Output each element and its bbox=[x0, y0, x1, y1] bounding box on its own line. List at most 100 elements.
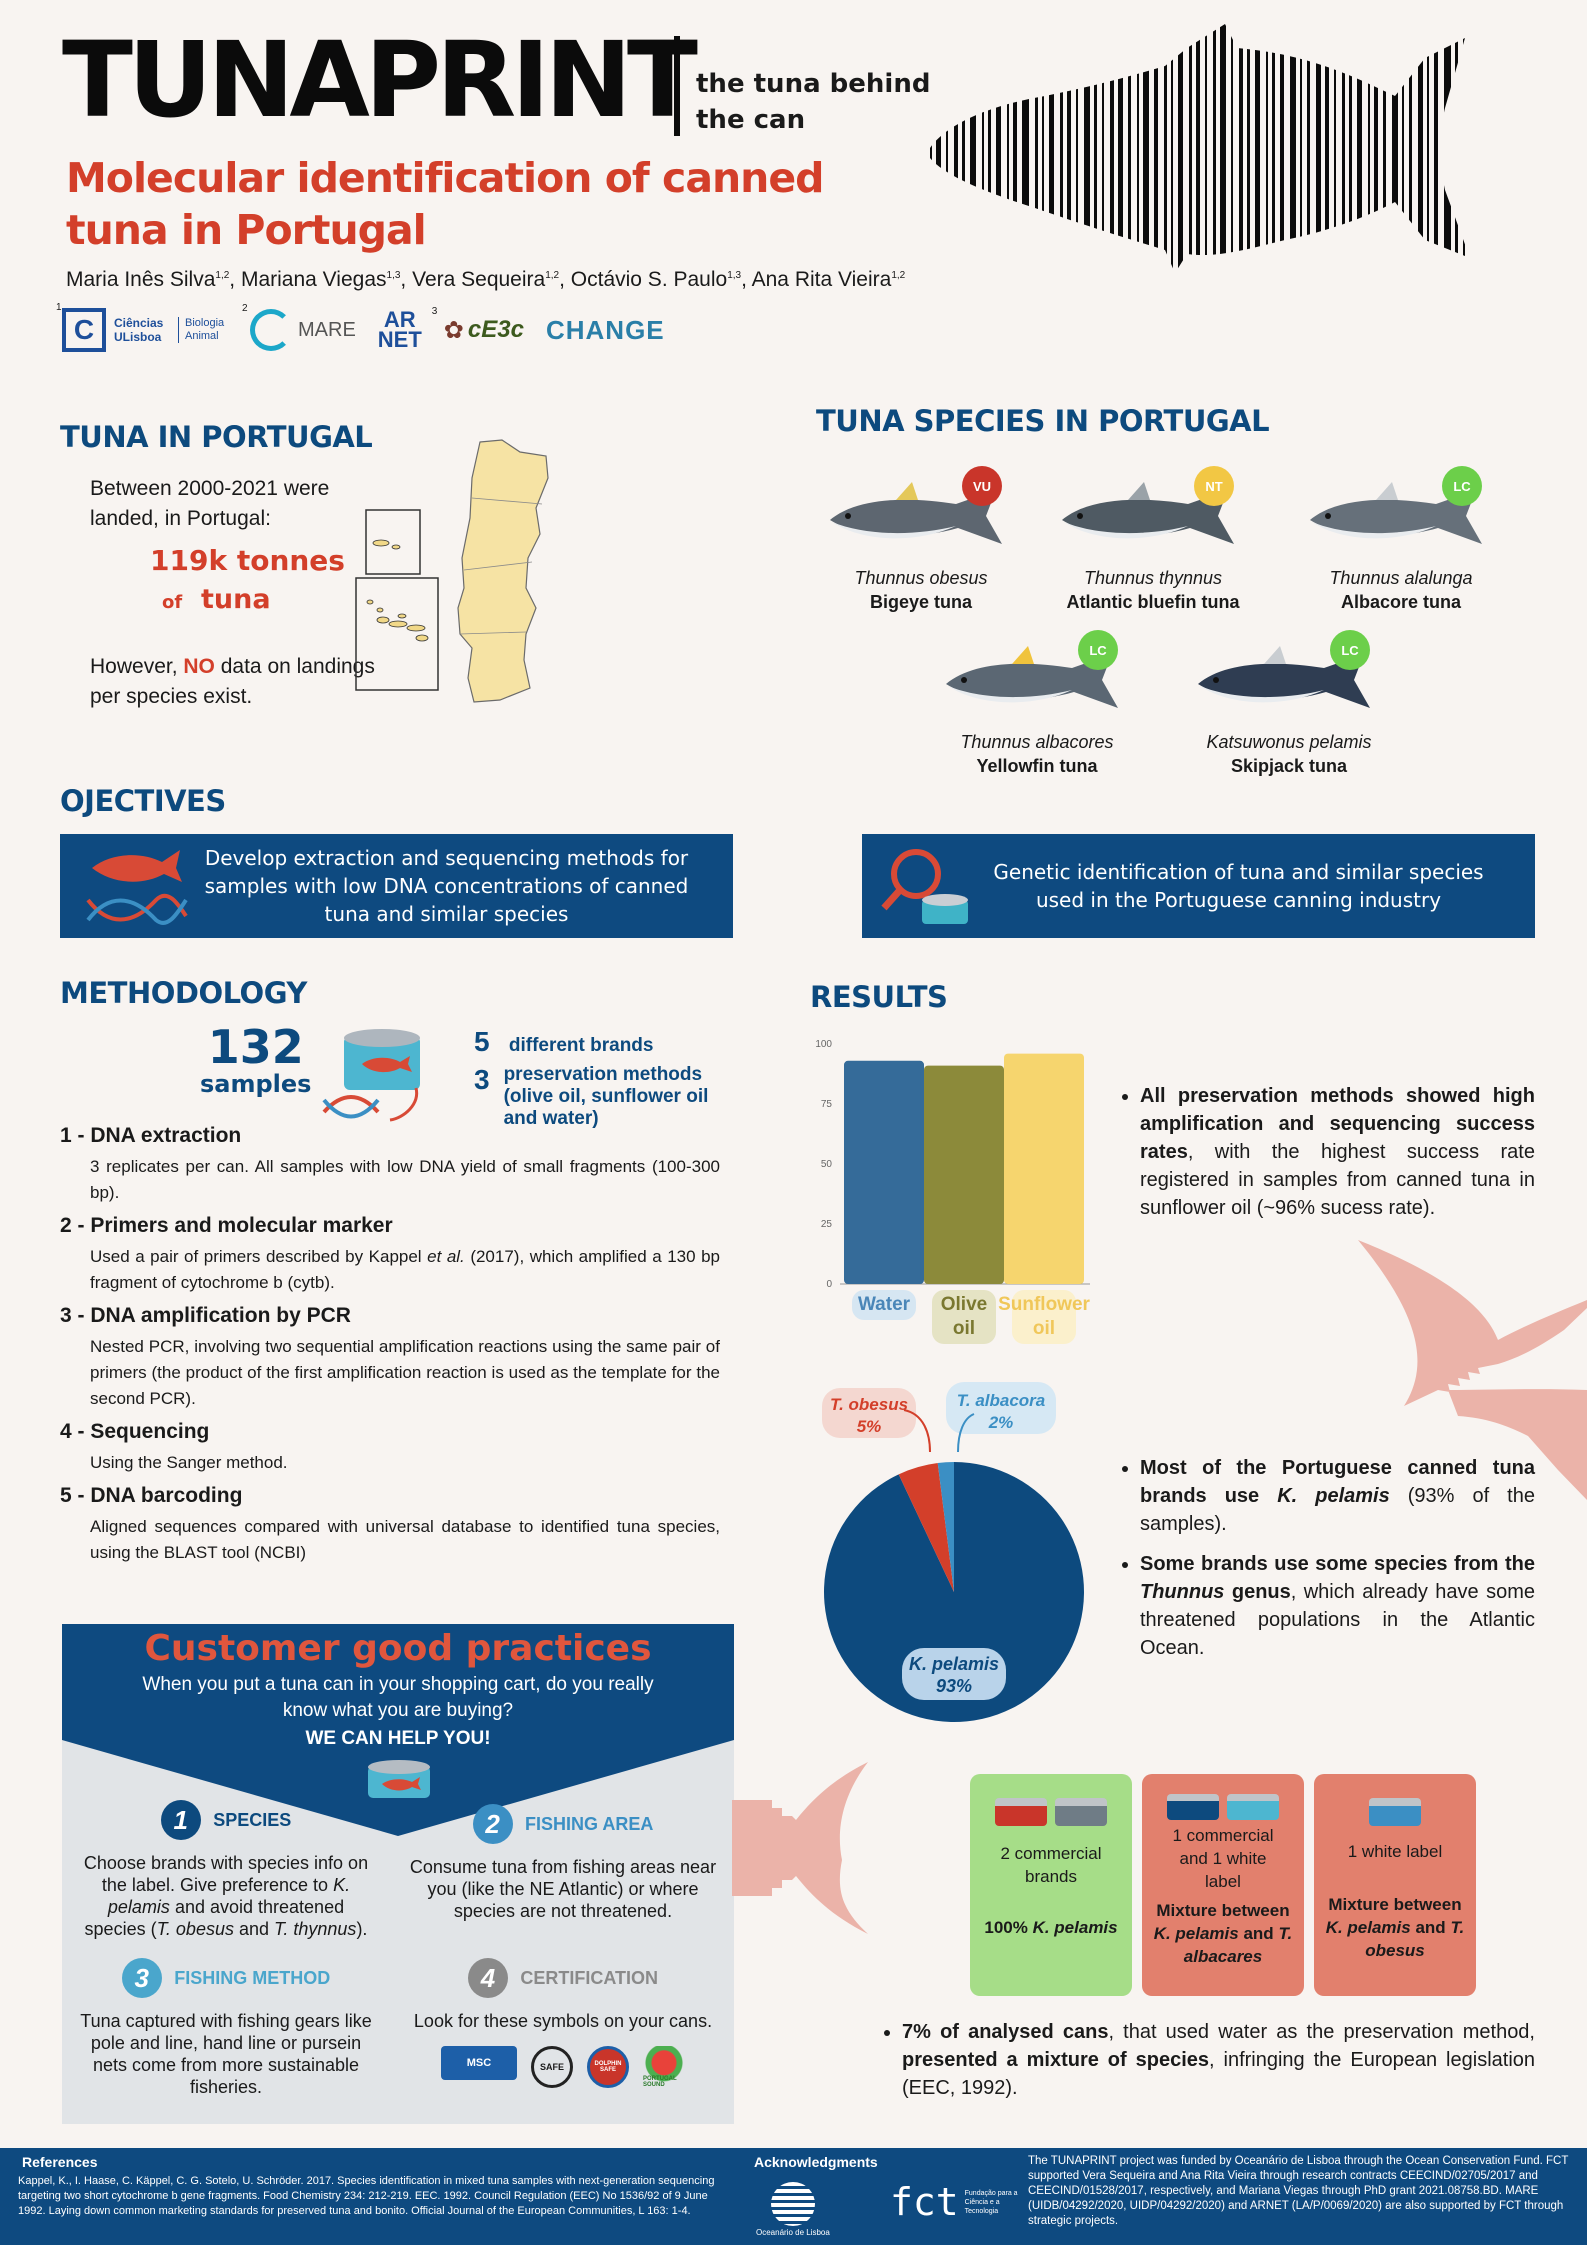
barcode-stripe bbox=[1231, 24, 1233, 273]
barcode-stripe bbox=[1342, 24, 1345, 273]
tuna-tail-silhouette bbox=[732, 1762, 868, 1934]
dorsal-fin bbox=[896, 482, 918, 500]
step-number-badge: 2 bbox=[472, 1804, 513, 1844]
ce3c-logo: 3 ✿ cE3c bbox=[431, 305, 524, 344]
step-number-badge: 4 bbox=[467, 1958, 508, 1998]
barcode-stripe bbox=[1137, 24, 1139, 273]
pie-slice bbox=[937, 1462, 954, 1592]
method-steps: 1 - DNA extraction 3 replicates per can.… bbox=[60, 1116, 720, 1566]
fish-eye bbox=[961, 677, 967, 683]
barcode-stripe bbox=[1374, 24, 1378, 273]
barcode-stripe bbox=[1272, 24, 1275, 273]
barcode-stripe bbox=[1102, 24, 1104, 273]
landing-tuna: of tuna bbox=[162, 584, 271, 615]
barcode-stripe bbox=[1049, 24, 1054, 273]
can-pair-icon bbox=[1152, 1782, 1294, 1820]
bar-label-bg bbox=[1012, 1290, 1076, 1344]
fish-eye bbox=[845, 513, 851, 519]
section-heading-tuna-portugal: TUNA IN PORTUGAL bbox=[60, 420, 373, 454]
author-list: Maria Inês Silva1,2, Mariana Viegas1,3, … bbox=[66, 268, 906, 291]
brands-stat: 5 different brands bbox=[474, 1026, 654, 1057]
barcode-stripe bbox=[946, 24, 948, 273]
result-bullet: Some brands use some species from the Th… bbox=[1140, 1550, 1535, 1662]
barcode-stripe bbox=[1383, 24, 1386, 273]
can-dna-icon bbox=[322, 1029, 420, 1122]
tagline: the tuna behind the can bbox=[696, 69, 931, 135]
barcode-stripe bbox=[1504, 18, 1505, 280]
barcode-stripe bbox=[954, 24, 958, 273]
footer: References Kappel, K., I. Haase, C. Käpp… bbox=[0, 2148, 1587, 2245]
barcode-stripe bbox=[1205, 24, 1207, 273]
barcode-stripe bbox=[1022, 24, 1029, 273]
method-step: 2 - Primers and molecular marker Used a … bbox=[60, 1214, 721, 1292]
section-heading-species: TUNA SPECIES IN PORTUGAL bbox=[816, 404, 1270, 438]
acknowledgments-heading: Acknowledgments bbox=[754, 2154, 878, 2170]
fish-eye bbox=[1325, 513, 1331, 519]
x-tick-label: oil bbox=[1033, 1318, 1055, 1339]
x-tick-label: oil bbox=[953, 1318, 975, 1339]
author-name: Mariana Viegas bbox=[240, 268, 387, 291]
references-text: Kappel, K., I. Haase, C. Käppel, C. G. S… bbox=[18, 2175, 715, 2217]
barcode-stripe bbox=[1444, 24, 1451, 273]
bar bbox=[1004, 1053, 1084, 1284]
barcode-stripe bbox=[1255, 24, 1260, 273]
y-tick-label: 50 bbox=[821, 1159, 833, 1170]
barcode-stripe bbox=[1290, 24, 1296, 273]
magnifier-can-icon bbox=[881, 849, 968, 924]
iucn-status-badge: LC bbox=[1330, 630, 1370, 670]
institution-logos: 1 C Ciências ULisboa Biologia Animal 2 M… bbox=[56, 300, 665, 360]
practice-text: Consume tuna from fishing areas near you… bbox=[409, 1857, 717, 1921]
barcode-stripe bbox=[1178, 24, 1183, 273]
section-heading-objectives: OJECTIVES bbox=[60, 784, 226, 818]
barcode-stripe bbox=[996, 24, 1001, 273]
fish-eye bbox=[1077, 513, 1083, 519]
method-step: 3 - DNA amplification by PCR Nested PCR,… bbox=[60, 1304, 720, 1408]
customer-question: When you put a tuna can in your shopping… bbox=[142, 1674, 654, 1721]
tuna-illustration bbox=[1198, 646, 1370, 708]
iucn-status-badge: LC bbox=[1442, 466, 1482, 506]
x-tick-label: Olive bbox=[941, 1294, 987, 1315]
barcode-stripe bbox=[1463, 24, 1465, 273]
tuna-illustration bbox=[1062, 482, 1234, 544]
fish-body bbox=[1198, 654, 1370, 708]
preservation-stat: 3 preservation methods (olive oil, sunfl… bbox=[474, 1064, 709, 1129]
pie-callout-arrow bbox=[903, 1409, 931, 1453]
arnet-logo: AR NET bbox=[377, 307, 422, 352]
objective-1: Develop extraction and sequencing method… bbox=[60, 834, 733, 938]
pie-label-bg bbox=[902, 1648, 1006, 1700]
msc-logo: MSC bbox=[441, 2046, 517, 2080]
method-step: 5 - DNA barcoding Aligned sequences comp… bbox=[60, 1484, 720, 1562]
bar bbox=[924, 1065, 1004, 1284]
practice-text: Choose brands with species info on the l… bbox=[83, 1853, 369, 1939]
customer-practices-panel: Customer good practices When you put a t… bbox=[62, 1624, 734, 2124]
poster-subtitle: Molecular identification of canned tuna … bbox=[66, 154, 825, 254]
barcode-stripe bbox=[1409, 24, 1412, 273]
success-rate-bar-chart: 0 25 50 75 100 Water Olive oil Sunflower oil bbox=[815, 1039, 1091, 1344]
fish-body bbox=[830, 490, 1002, 544]
barcode-stripe bbox=[1110, 24, 1114, 273]
barcode-stripe bbox=[1076, 24, 1078, 273]
dorsal-fin bbox=[1012, 646, 1034, 664]
safe-logo: SAFE bbox=[531, 2046, 573, 2088]
fish-eye bbox=[1213, 677, 1219, 683]
barcode-stripe bbox=[1402, 24, 1404, 273]
author-name: Vera Sequeira bbox=[412, 268, 546, 291]
pie-value: 93% bbox=[936, 1676, 972, 1696]
barcode-stripe bbox=[1128, 24, 1131, 273]
y-tick-label: 100 bbox=[815, 1039, 832, 1050]
barcode-stripe bbox=[936, 24, 941, 273]
species-caption: Thunnus thynnus Atlantic bluefin tuna bbox=[1066, 568, 1240, 612]
certification-logos: MSC SAFE DOLPHIN SAFE PORTUGAL SOUND bbox=[408, 2046, 718, 2088]
barcode-stripe bbox=[970, 24, 976, 273]
x-tick-label: Water bbox=[858, 1294, 911, 1315]
iucn-status-badge: NT bbox=[1194, 466, 1234, 506]
pie-label-bg bbox=[822, 1388, 916, 1438]
dorsal-fin bbox=[1376, 482, 1398, 500]
result-bullet: 7% of analysed cans, that used water as … bbox=[902, 2018, 1535, 2102]
barcode-stripe bbox=[1480, 18, 1483, 280]
ciencias-logo: 1 C Ciências ULisboa Biologia Animal bbox=[56, 302, 228, 352]
barcode-stripe bbox=[1266, 24, 1268, 273]
bar bbox=[844, 1060, 924, 1284]
x-tick-label: Sunflower bbox=[998, 1294, 1090, 1315]
